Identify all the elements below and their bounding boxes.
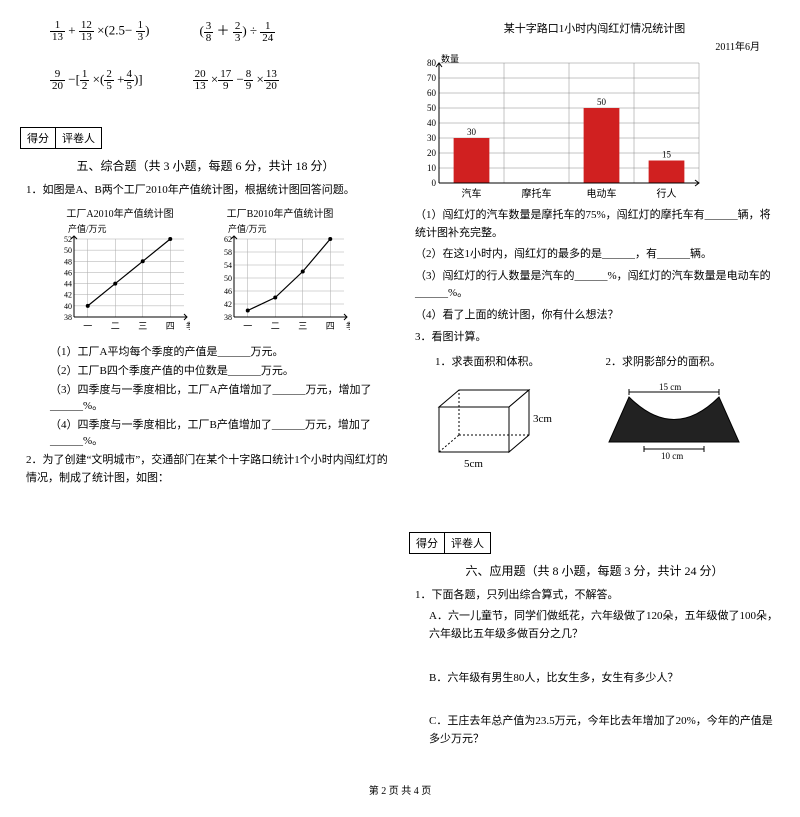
svg-text:80: 80 xyxy=(427,58,437,68)
svg-text:二: 二 xyxy=(111,321,120,331)
svg-text:二: 二 xyxy=(271,321,280,331)
svg-text:行人: 行人 xyxy=(657,187,677,200)
svg-text:38: 38 xyxy=(224,313,232,322)
svg-text:58: 58 xyxy=(224,248,232,257)
svg-text:54: 54 xyxy=(224,261,232,270)
svg-text:汽车: 汽车 xyxy=(462,187,482,200)
svg-text:50: 50 xyxy=(427,103,437,113)
svg-text:15 cm: 15 cm xyxy=(659,382,681,392)
svg-text:44: 44 xyxy=(64,280,72,289)
bar-fill-4: （4）看了上面的统计图，你有什么想法？ xyxy=(409,307,780,325)
svg-text:38: 38 xyxy=(64,313,72,322)
svg-text:50: 50 xyxy=(597,97,607,107)
q6-1: 1．下面各题，只列出综合算式，不解答。 xyxy=(409,587,780,605)
math-row-1: 113 + 1213 ×(2.5− 13) (38 ＋ 23) ÷ 124 xyxy=(20,20,391,44)
score-box-6: 得分 评卷人 xyxy=(409,532,491,554)
section-5-title: 五、综合题（共 3 小题，每题 6 分，共计 18 分） xyxy=(20,157,391,174)
svg-text:电动车: 电动车 xyxy=(587,187,617,200)
fill-1: （1）工厂A平均每个季度的产值是______万元。 xyxy=(50,343,391,359)
svg-text:30: 30 xyxy=(427,133,437,143)
svg-text:0: 0 xyxy=(432,178,437,188)
svg-text:48: 48 xyxy=(64,257,72,266)
chart-b: 工厂B2010年产值统计图 产值/万元 38424650545862一二三四季度 xyxy=(210,205,350,335)
svg-text:60: 60 xyxy=(427,88,437,98)
chart-a: 工厂A2010年产值统计图 产值/万元 3840424446485052一二三四… xyxy=(50,205,190,335)
svg-text:15: 15 xyxy=(662,150,672,160)
svg-text:62: 62 xyxy=(224,235,232,244)
right-column: 某十字路口1小时内闯红灯情况统计图 2011年6月 0 10 20 30 40 50 60 7… xyxy=(409,20,780,752)
svg-text:季度: 季度 xyxy=(346,320,350,331)
q5-3-sub1: 1．求表面积和体积。 xyxy=(429,354,540,372)
svg-text:四: 四 xyxy=(166,321,175,331)
q6-C: C．王庄去年总产值为23.5万元，今年比去年增加了20%，今年的产值是多少万元？ xyxy=(409,713,780,748)
svg-text:46: 46 xyxy=(64,269,72,278)
svg-text:40: 40 xyxy=(427,118,437,128)
barchart-title: 某十字路口1小时内闯红灯情况统计图 xyxy=(409,20,780,36)
section-6-title: 六、应用题（共 8 小题，每题 3 分，共计 24 分） xyxy=(409,562,780,579)
score-box-5: 得分 评卷人 xyxy=(20,127,102,149)
bar-fill-1: （1）闯红灯的汽车数量是摩托车的75%，闯红灯的摩托车有______辆，将统计图… xyxy=(409,207,780,242)
arch-svg: 15 cm 10 cm xyxy=(599,382,749,462)
svg-text:3cm: 3cm xyxy=(533,413,552,425)
score-label-6: 得分 xyxy=(410,533,445,553)
svg-text:一: 一 xyxy=(83,321,92,331)
bar-chart-svg: 0 10 20 30 40 50 60 70 80 30 汽车 摩托车 50 电动车 15 行人 数量 xyxy=(409,53,709,203)
shapes-row: 5cm 3cm 15 cm 10 cm xyxy=(429,382,780,472)
q6-A: A．六一儿童节，同学们做纸花，六年级做了120朵，五年级做了100朵，六年级比五… xyxy=(409,608,780,643)
bar-fill-3: （3）闯红灯的行人数量是汽车的______%，闯红灯的汽车数量是电动车的____… xyxy=(409,268,780,303)
fill-3: （3）四季度与一季度相比，工厂A产值增加了______万元，增加了______%… xyxy=(50,381,391,413)
q5-1-intro: 1．如图是A、B两个工厂2010年产值统计图，根据统计图回答问题。 xyxy=(20,182,391,200)
svg-text:四: 四 xyxy=(326,321,335,331)
q6-B: B．六年级有男生80人，比女生多，女生有多少人？ xyxy=(409,670,780,688)
svg-text:52: 52 xyxy=(64,235,72,244)
fill-ins-a: （1）工厂A平均每个季度的产值是______万元。 （2）工厂B四个季度产值的中… xyxy=(20,343,391,448)
svg-text:季度: 季度 xyxy=(186,320,190,331)
svg-text:三: 三 xyxy=(298,321,307,331)
chart-b-svg: 38 42 46 50 54 58 62 一 二 三 四 季度 xyxy=(210,235,350,335)
svg-text:摩托车: 摩托车 xyxy=(522,187,552,200)
barchart-date: 2011年6月 xyxy=(409,38,760,53)
fill-2: （2）工厂B四个季度产值的中位数是______万元。 xyxy=(50,362,391,378)
expr-4: 2013 ×179 −89 ×1320 xyxy=(193,69,279,92)
expr-3: 920 −[12 ×(25 +45)] xyxy=(50,69,143,92)
left-column: 113 + 1213 ×(2.5− 13) (38 ＋ 23) ÷ 124 92… xyxy=(20,20,391,752)
expr-2: (38 ＋ 23) ÷ 124 xyxy=(199,20,275,44)
q5-2-intro: 2．为了创建“文明城市”，交通部门在某个十字路口统计1个小时内闯红灯的情况，制成… xyxy=(20,452,391,487)
svg-text:10 cm: 10 cm xyxy=(661,451,683,461)
cuboid-svg: 5cm 3cm xyxy=(429,382,559,472)
svg-text:5cm: 5cm xyxy=(464,458,483,470)
svg-text:46: 46 xyxy=(224,287,232,296)
svg-text:70: 70 xyxy=(427,73,437,83)
line-charts: 工厂A2010年产值统计图 产值/万元 3840424446485052一二三四… xyxy=(50,205,391,335)
chart-a-svg: 38 40 42 44 46 48 50 52 一 二 三 四 季度 xyxy=(50,235,190,335)
svg-text:42: 42 xyxy=(224,300,232,309)
svg-text:42: 42 xyxy=(64,291,72,300)
svg-text:30: 30 xyxy=(467,127,477,137)
svg-text:10: 10 xyxy=(427,163,437,173)
q5-3-sub2: 2．求阴影部分的面积。 xyxy=(600,354,722,372)
svg-text:20: 20 xyxy=(427,148,437,158)
expr-1: 113 + 1213 ×(2.5− 13) xyxy=(50,20,149,44)
fill-4: （4）四季度与一季度相比，工厂B产值增加了______万元，增加了______%… xyxy=(50,416,391,448)
svg-text:50: 50 xyxy=(224,274,232,283)
svg-text:50: 50 xyxy=(64,246,72,255)
page-footer: 第 2 页 共 4 页 xyxy=(20,782,780,797)
page-columns: 113 + 1213 ×(2.5− 13) (38 ＋ 23) ÷ 124 92… xyxy=(20,20,780,752)
reviewer-label: 评卷人 xyxy=(56,128,101,148)
math-row-2: 920 −[12 ×(25 +45)] 2013 ×179 −89 ×1320 xyxy=(20,69,391,92)
svg-text:40: 40 xyxy=(64,302,72,311)
svg-text:一: 一 xyxy=(243,321,252,331)
svg-text:三: 三 xyxy=(138,321,147,331)
score-label: 得分 xyxy=(21,128,56,148)
svg-text:数量: 数量 xyxy=(441,53,459,64)
bar-fill-2: （2）在这1小时内，闯红灯的最多的是______，有______辆。 xyxy=(409,246,780,264)
reviewer-label-6: 评卷人 xyxy=(445,533,490,553)
q5-3-intro: 3．看图计算。 xyxy=(409,329,780,347)
